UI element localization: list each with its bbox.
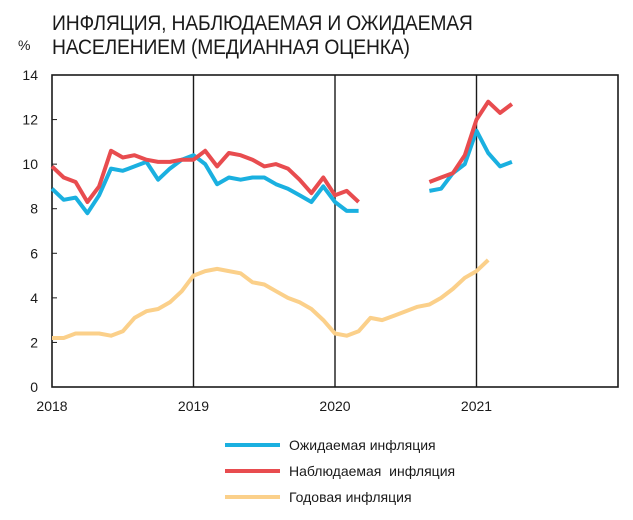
legend: Ожидаемая инфляция Наблюдаемая инфляция Го…: [225, 437, 455, 505]
series-line-1-segment-0: [50, 148, 360, 204]
x-tick-label-2018: 2018: [36, 398, 67, 414]
series-lines: [50, 99, 514, 340]
chart-title: ИНФЛЯЦИЯ, НАБЛЮДАЕМАЯ И ОЖИДАЕМАЯ НАСЕЛЕ…: [52, 12, 473, 59]
x-tick-label-2021: 2021: [461, 398, 492, 414]
y-tick-label-6: 6: [30, 245, 38, 261]
y-tick-label-8: 8: [30, 201, 38, 217]
y-tick-label-10: 10: [22, 156, 38, 172]
legend-label-1: Наблюдаемая инфляция: [289, 463, 455, 479]
y-tick-label-2: 2: [30, 334, 38, 350]
y-tick-label-0: 0: [30, 379, 38, 395]
x-axis-ticks: 2018 2019 2020 2021: [36, 398, 492, 414]
y-axis-ticks: 0 2 4 6 8 10 12 14: [22, 67, 57, 395]
series-line-0-segment-0: [50, 153, 359, 216]
x-tick-label-2019: 2019: [178, 398, 209, 414]
y-tick-label-4: 4: [30, 290, 38, 306]
legend-label-0: Ожидаемая инфляция: [289, 437, 436, 453]
y-tick-label-14: 14: [22, 67, 38, 83]
y-tick-label-12: 12: [22, 112, 38, 128]
legend-label-2: Годовая инфляция: [289, 489, 412, 505]
x-tick-label-2020: 2020: [319, 398, 350, 414]
year-gridlines: [192, 75, 478, 387]
series-line-2-segment-0: [52, 258, 490, 340]
y-axis-unit-label: %: [18, 37, 30, 53]
series-line-0-segment-1: [429, 128, 513, 193]
series-line-1-segment-1: [428, 99, 514, 184]
